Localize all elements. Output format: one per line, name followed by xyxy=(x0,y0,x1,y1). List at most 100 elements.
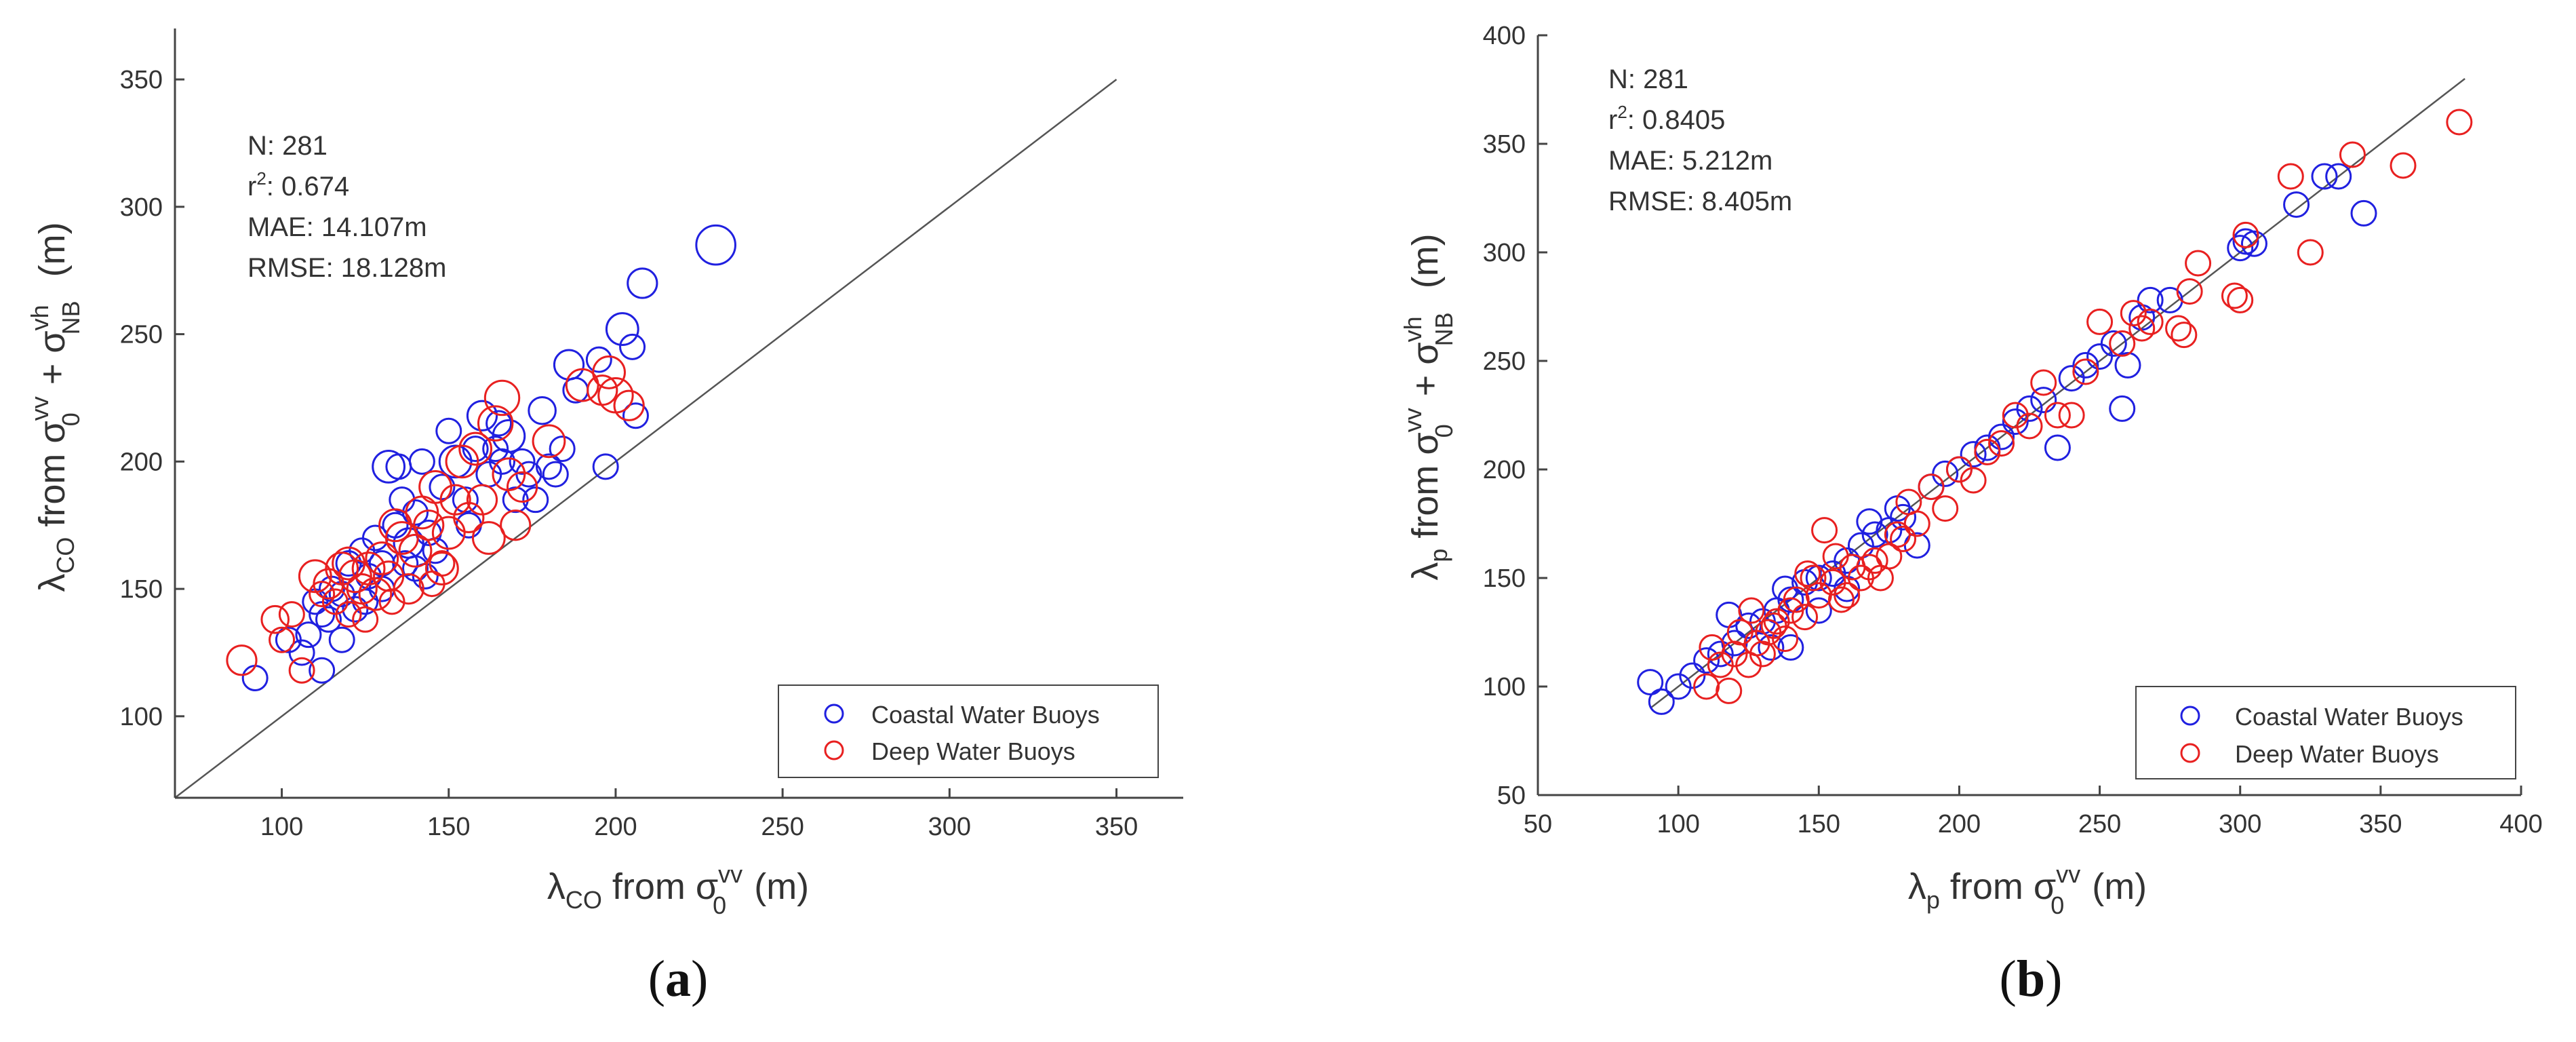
deep-point xyxy=(2137,308,2164,335)
deep-point xyxy=(2227,286,2254,313)
coastal-point xyxy=(2311,163,2338,190)
stat-n: N: 281 xyxy=(247,131,328,161)
stat-rmse: RMSE: 18.128m xyxy=(247,253,446,283)
x-tick-label: 250 xyxy=(2078,810,2121,838)
coastal-point xyxy=(605,312,639,346)
coastal-point xyxy=(429,474,456,501)
data-points xyxy=(226,224,736,692)
stat-rmse: RMSE: 8.405m xyxy=(1608,187,1792,216)
deep-point xyxy=(429,550,456,577)
deep-point xyxy=(365,541,399,575)
scatter-chart-b: 50 100 150 200 250 300 350 400 50 100 150 200 250 30… xyxy=(1399,22,2543,919)
coastal-point xyxy=(627,267,658,299)
deep-point xyxy=(2185,250,2212,277)
deep-point xyxy=(278,601,305,628)
coastal-point xyxy=(509,448,536,475)
y-tick-label: 300 xyxy=(1483,239,1526,267)
y-axis-label: λp from σvv 0 + σvh NB (m) xyxy=(1399,233,1458,580)
deep-point xyxy=(1721,640,1748,668)
stat-mae: MAE: 14.107m xyxy=(247,212,427,242)
coastal-point xyxy=(695,224,736,266)
deep-point xyxy=(298,559,332,594)
coastal-point xyxy=(309,657,336,684)
deep-point xyxy=(592,355,626,389)
coastal-point xyxy=(1777,586,1804,613)
deep-point xyxy=(260,604,290,634)
deep-point xyxy=(384,521,419,555)
data-points xyxy=(1637,109,2473,715)
scatter-chart-a: 100 150 200 250 300 350 100 150 200 250 300 350 N:… xyxy=(26,28,1183,919)
deep-point xyxy=(2128,315,2156,342)
deep-point xyxy=(398,533,433,568)
y-tick-label: 100 xyxy=(120,703,163,731)
x-tick-label: 50 xyxy=(1524,810,1552,838)
legend-deep-label: Deep Water Buoys xyxy=(2235,740,2439,768)
deep-point xyxy=(458,431,493,466)
y-tick-label: 200 xyxy=(120,448,163,476)
panel-label-b: (b) xyxy=(1999,950,2063,1007)
coastal-point xyxy=(328,581,355,608)
deep-point xyxy=(483,379,521,417)
coastal-point xyxy=(528,395,557,425)
y-tick-label: 300 xyxy=(120,193,163,222)
deep-point xyxy=(2297,239,2324,266)
deep-point xyxy=(1822,543,1849,570)
coastal-point xyxy=(2109,395,2136,422)
deep-point xyxy=(2109,330,2136,357)
deep-point xyxy=(1783,586,1810,613)
deep-point xyxy=(2221,282,2248,309)
deep-point xyxy=(1903,510,1930,537)
deep-point xyxy=(378,588,405,615)
coastal-point xyxy=(466,400,498,431)
deep-point xyxy=(413,509,445,541)
deep-point xyxy=(2339,141,2366,168)
deep-point xyxy=(2390,152,2417,179)
coastal-point xyxy=(2240,230,2267,257)
coastal-point xyxy=(2044,434,2071,461)
coastal-point xyxy=(522,486,549,514)
y-ticks: 50 100 150 200 250 300 350 400 xyxy=(1483,22,1547,810)
deep-point xyxy=(2002,402,2029,429)
y-tick-label: 350 xyxy=(1483,130,1526,159)
stats-box: N: 281 r2: 0.8405 MAE: 5.212m RMSE: 8.40… xyxy=(1608,64,1792,216)
deep-point xyxy=(2086,308,2114,335)
legend-box xyxy=(778,684,1159,778)
deep-point xyxy=(418,469,452,504)
deep-point xyxy=(2446,109,2473,136)
coastal-point xyxy=(2283,191,2310,218)
y-tick-label: 200 xyxy=(1483,456,1526,484)
x-axis-label: λp from σvv 0 (m) xyxy=(1908,860,2147,919)
x-tick-label: 300 xyxy=(2219,810,2261,838)
coastal-point xyxy=(1861,521,1888,548)
stat-r2: r2: 0.8405 xyxy=(1608,102,1725,135)
coastal-point xyxy=(1758,634,1785,661)
x-ticks: 50 100 150 200 250 300 350 400 xyxy=(1524,786,2543,838)
x-tick-label: 250 xyxy=(761,813,804,841)
coastal-point xyxy=(1890,503,1917,530)
coastal-point xyxy=(2030,387,2057,414)
deep-point xyxy=(2120,300,2147,327)
coastal-point xyxy=(489,448,516,475)
coastal-point xyxy=(2016,395,2043,422)
coastal-point xyxy=(408,448,435,475)
coastal-point xyxy=(585,346,612,373)
coastal-point xyxy=(549,436,576,463)
coastal-point xyxy=(1679,662,1706,689)
deep-point xyxy=(335,601,362,628)
deep-point xyxy=(2277,163,2304,190)
y-tick-label: 100 xyxy=(1483,673,1526,701)
deep-point xyxy=(2016,412,2043,440)
coastal-point xyxy=(622,402,649,429)
coastal-point xyxy=(482,436,509,463)
deep-point xyxy=(1890,525,1917,552)
coastal-point xyxy=(542,461,569,488)
coastal-point xyxy=(295,621,322,649)
deep-point xyxy=(532,424,566,459)
deep-point xyxy=(2165,315,2192,342)
coastal-point xyxy=(2137,286,2164,313)
deep-point xyxy=(471,521,506,555)
deep-point xyxy=(500,509,532,541)
coastal-point xyxy=(1805,597,1832,624)
stat-mae: MAE: 5.212m xyxy=(1608,146,1772,176)
x-tick-label: 400 xyxy=(2499,810,2542,838)
